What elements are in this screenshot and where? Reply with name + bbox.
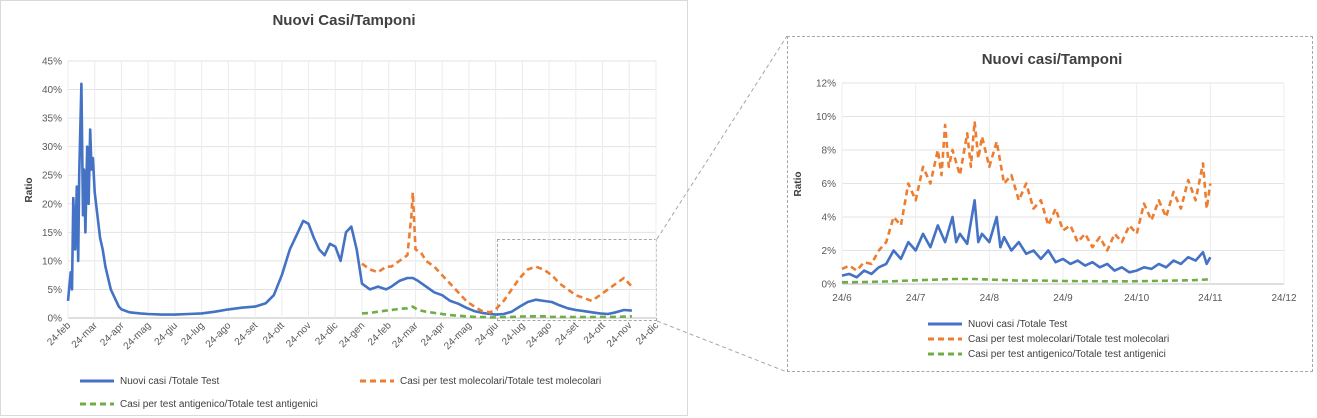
x-tick-label: 24-dic (313, 320, 340, 347)
legend-label: Casi per test antigenico/Totale test ant… (968, 349, 1166, 360)
legend: Nuovi casi /Totale Test Casi per test mol… (80, 376, 601, 410)
y-tick-label: 15% (42, 228, 62, 239)
series-line (66, 82, 632, 316)
main-chart: Nuovi Casi/Tamponi Ratio 0% 5% 10% 15% 20% 25… (24, 12, 661, 410)
x-tick-label: 24-giu (473, 320, 500, 347)
y-tick-label: 30% (42, 142, 62, 153)
x-tick-label: 24/11 (1198, 293, 1223, 304)
grid-lines (841, 82, 1285, 285)
y-tick-labels: 0% 5% 10% 15% 20% 25% 30% 35% 40% 45% (42, 57, 62, 325)
x-tick-labels: 24/6 24/7 24/8 24/9 24/10 24/11 24/12 (832, 293, 1297, 304)
x-tick-label: 24-dic (634, 320, 661, 347)
y-axis-label: Ratio (793, 172, 804, 197)
y-tick-label: 25% (42, 171, 62, 182)
y-axis-label: Ratio (24, 178, 35, 203)
y-tick-label: 20% (42, 199, 62, 210)
x-tick-label: 24-nov (605, 320, 634, 349)
x-tick-label: 24/6 (832, 293, 852, 304)
series-line (841, 120, 1212, 272)
x-tick-label: 24-giu (153, 320, 180, 347)
y-tick-label: 2% (822, 246, 837, 257)
zoom-connector-top (656, 35, 788, 240)
x-tick-label: 24/9 (1053, 293, 1073, 304)
x-tick-label: 24-feb (366, 320, 394, 348)
legend-label: Nuovi casi /Totale Test (968, 319, 1068, 330)
legend-label: Nuovi casi /Totale Test (120, 376, 220, 387)
main-chart-panel (0, 0, 688, 416)
zoom-chart: Nuovi casi/Tamponi Ratio 0% 2% 4% 6% 8% 10% 12… (793, 51, 1297, 360)
x-tick-label: 24-ott (582, 320, 608, 346)
legend-label: Casi per test antigenico/Totale test ant… (120, 399, 318, 410)
y-tick-label: 8% (822, 146, 837, 157)
series-line (841, 199, 1212, 279)
legend-label: Casi per test molecolari/Totale test mol… (968, 334, 1169, 345)
series-line (841, 277, 1211, 284)
chart-title: Nuovi casi/Tamponi (982, 51, 1123, 68)
x-tick-label: 24-gen (337, 320, 367, 350)
legend-label: Casi per test molecolari/Totale test mol… (400, 376, 601, 387)
x-tick-label: 24-mar (70, 320, 101, 351)
y-tick-label: 12% (816, 79, 836, 90)
x-tick-label: 24-lug (179, 320, 206, 347)
x-tick-label: 24-ott (261, 320, 287, 346)
zoom-connector-bottom (656, 320, 788, 373)
x-tick-label: 24-lug (500, 320, 527, 347)
y-tick-label: 10% (42, 256, 62, 267)
y-tick-label: 45% (42, 57, 62, 68)
x-tick-label: 24-set (554, 320, 582, 348)
x-tick-label: 24-ago (524, 320, 554, 350)
x-tick-label: 24-nov (284, 320, 313, 349)
chart-title: Nuovi Casi/Tamponi (272, 12, 415, 29)
x-tick-label: 24-set (233, 320, 261, 348)
x-tick-label: 24/12 (1271, 293, 1296, 304)
x-tick-label: 24/7 (906, 293, 926, 304)
legend: Nuovi casi /Totale Test Casi per test mol… (928, 319, 1169, 360)
y-tick-label: 35% (42, 114, 62, 125)
y-tick-label: 6% (822, 179, 837, 190)
series-lines (841, 120, 1212, 284)
zoom-chart-panel (787, 36, 1313, 372)
y-tick-labels: 0% 2% 4% 6% 8% 10% 12% (816, 79, 836, 291)
y-tick-label: 0% (822, 280, 837, 291)
x-tick-label: 24/8 (980, 293, 1000, 304)
y-tick-label: 5% (48, 285, 63, 296)
series-lines (66, 82, 633, 319)
x-tick-label: 24-mar (390, 320, 421, 351)
x-tick-label: 24/10 (1124, 293, 1149, 304)
y-tick-label: 4% (822, 213, 837, 224)
x-tick-label: 24-mag (122, 320, 154, 352)
y-tick-label: 0% (48, 314, 63, 325)
x-tick-label: 24-mag (442, 320, 474, 352)
x-tick-label: 24-ago (204, 320, 234, 350)
series-line (361, 191, 633, 314)
y-tick-label: 10% (816, 112, 836, 123)
series-line (361, 305, 632, 319)
y-tick-label: 40% (42, 85, 62, 96)
